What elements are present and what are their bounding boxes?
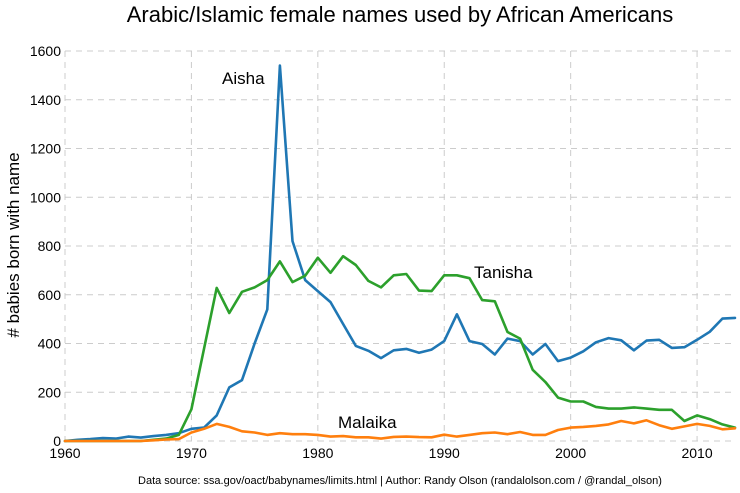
series-label-malaika: Malaika (338, 413, 397, 432)
x-tick-labels: 1960 1970 1980 1990 2000 2010 (49, 445, 712, 461)
chart-title: Arabic/Islamic female names used by Afri… (127, 2, 674, 27)
y-tick-label: 200 (38, 384, 62, 400)
y-tick-label: 800 (38, 238, 62, 254)
series-line-tanisha (63, 254, 737, 443)
series-label-aisha: Aisha (222, 69, 265, 88)
series-label-tanisha: Tanisha (474, 263, 533, 282)
y-tick-label: 600 (38, 287, 62, 303)
y-tick-label: 1600 (30, 43, 61, 59)
y-tick-label: 400 (38, 336, 62, 352)
data-source-footer: Data source: ssa.gov/oact/babynames/limi… (138, 475, 662, 487)
x-tick-label: 2000 (555, 445, 586, 461)
x-tick-label: 1960 (49, 445, 80, 461)
y-tick-labels: 0 200 400 600 800 1000 1200 1400 1600 (30, 43, 61, 449)
x-tick-label: 1970 (176, 445, 207, 461)
series-line-aisha (63, 64, 737, 443)
y-tick-label: 1200 (30, 141, 61, 157)
x-tick-label: 2010 (681, 445, 712, 461)
y-tick-label: 1400 (30, 92, 61, 108)
series-lines (63, 64, 737, 443)
x-tick-label: 1990 (429, 445, 460, 461)
x-tick-label: 1980 (302, 445, 333, 461)
grid-lines (64, 50, 735, 442)
y-tick-label: 0 (53, 433, 61, 449)
y-axis-label: # babies born with name (4, 152, 23, 337)
y-tick-label: 1000 (30, 189, 61, 205)
series-line-malaika (63, 418, 737, 443)
